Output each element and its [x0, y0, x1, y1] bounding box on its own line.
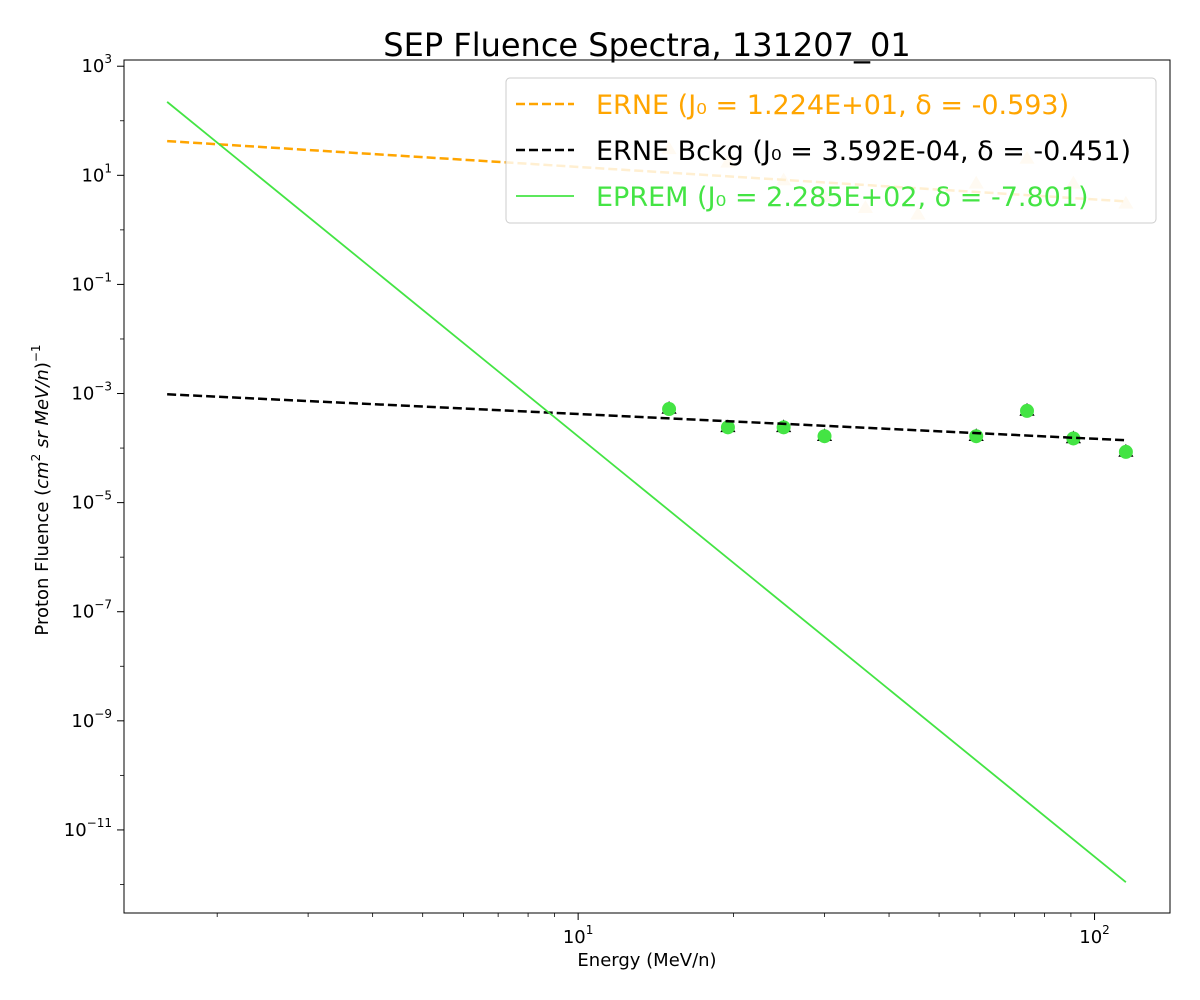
- legend-entry: ERNE (J₀ = 1.224E+01, δ = -0.593): [596, 90, 1069, 121]
- circle-marker: [969, 429, 984, 444]
- circle-marker: [1066, 431, 1081, 446]
- y-tick-label: 10−1: [71, 270, 112, 295]
- circle-marker: [1118, 444, 1133, 459]
- x-tick-label: 102: [1079, 923, 1110, 948]
- y-tick-label: 10−5: [71, 489, 112, 514]
- chart-title: SEP Fluence Spectra, 131207_01: [383, 26, 910, 64]
- circle-marker: [662, 402, 677, 417]
- y-tick-label: 10−7: [71, 598, 112, 623]
- legend-box: [505, 77, 1157, 224]
- legend-entry: ERNE Bckg (J₀ = 3.592E-04, δ = -0.451): [596, 136, 1131, 167]
- y-tick-label: 10−3: [71, 380, 112, 405]
- fit-line-1: [167, 393, 1126, 442]
- y-tick-label: 101: [81, 161, 112, 186]
- legend: ERNE (J₀ = 1.224E+01, δ = -0.593) ERNE Bc…: [505, 77, 1157, 224]
- plot-frame: [123, 59, 1171, 914]
- x-tick-label: 101: [563, 923, 594, 948]
- y-tick-label: 103: [81, 52, 112, 77]
- axis-ticks: 101 102 103 101 10−1 10−3 10−5 10−7 10−9 10−11: [64, 52, 1110, 948]
- y-axis-label: Proton Fluence (cm2 sr MeV/n)−1: [29, 344, 53, 635]
- fit-line-2: [166, 101, 1127, 883]
- y-tick-label: 10−11: [64, 816, 112, 841]
- circle-marker: [720, 420, 735, 435]
- y-tick-label: 10−9: [71, 707, 112, 732]
- svg-text:Proton Fluence (cm2 sr MeV/n)−: Proton Fluence (cm2 sr MeV/n)−1: [29, 344, 53, 635]
- x-axis-label: Energy (MeV/n): [577, 950, 716, 971]
- circle-marker: [1020, 403, 1035, 418]
- circle-marker: [817, 429, 832, 444]
- legend-entry: EPREM (J₀ = 2.285E+02, δ = -7.801): [596, 182, 1089, 213]
